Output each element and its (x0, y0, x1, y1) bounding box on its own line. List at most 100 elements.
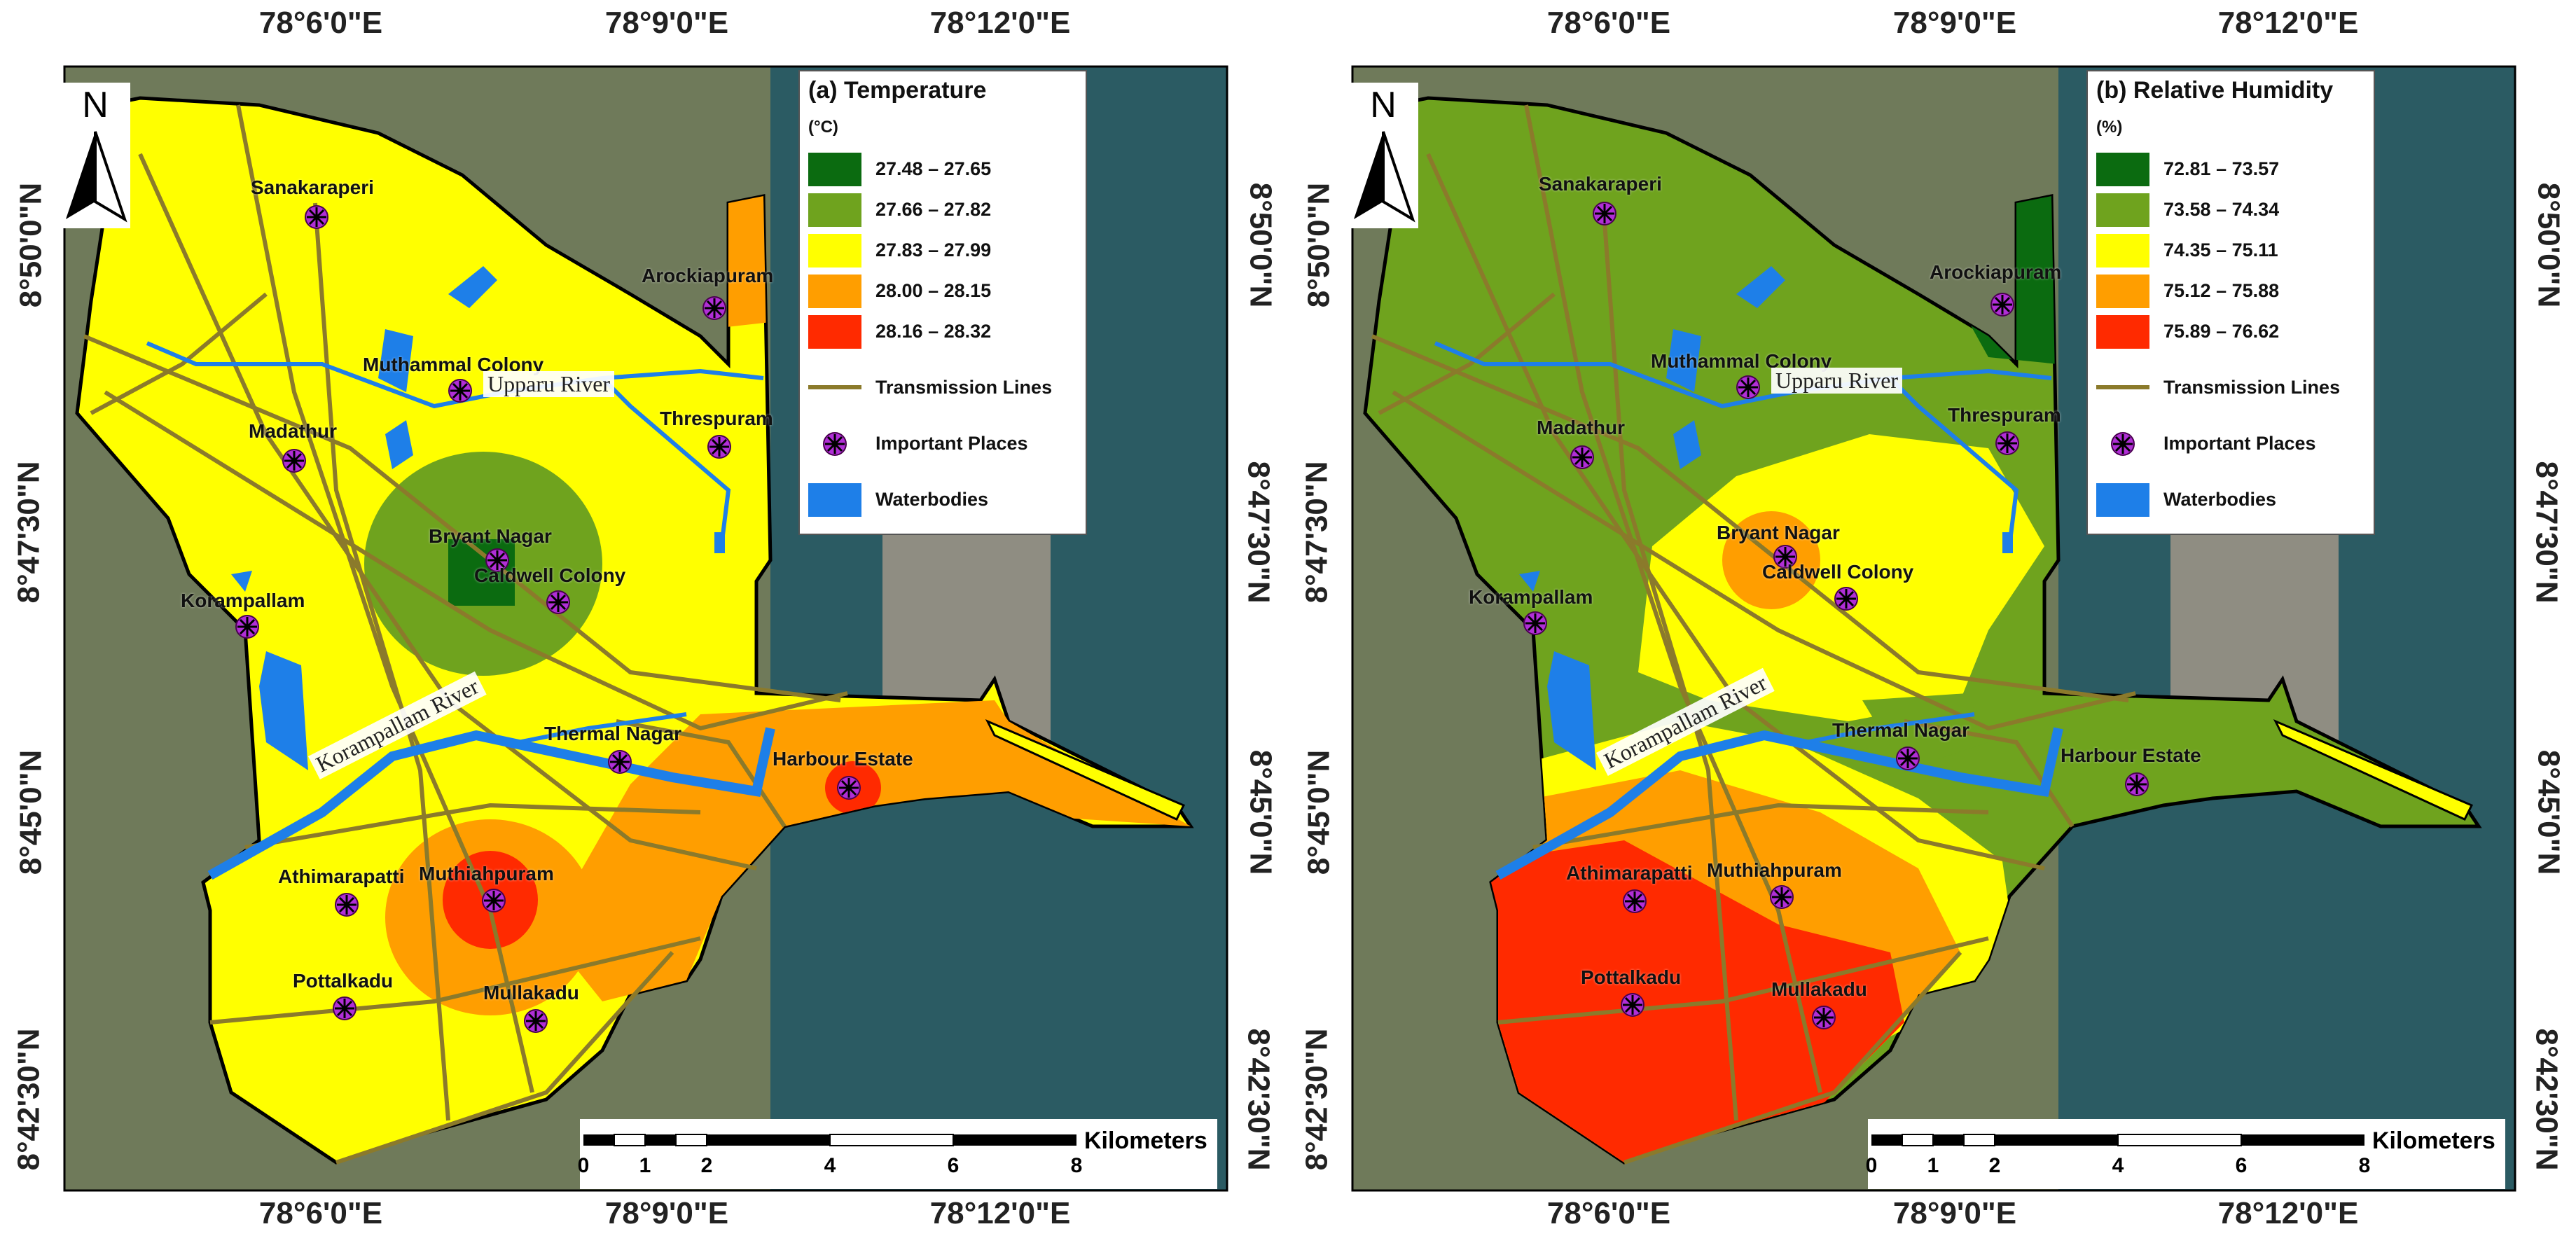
label-mullakadu: Mullakadu (483, 982, 579, 1004)
scale-unit: Kilometers (1084, 1127, 1207, 1154)
tick-right-3: 8°45'0"N (1243, 749, 1278, 875)
tick-bottom-2: 78°9'0"E (1892, 1196, 2017, 1230)
legend-class-label: 75.89 – 76.62 (2163, 321, 2280, 342)
legend: (b) Relative Humidity (%) 72.81 – 73.57 … (2086, 70, 2375, 535)
harbour-breakwater (2273, 719, 2474, 821)
label-harbour: Harbour Estate (773, 748, 913, 770)
legend-class-label: 28.16 – 28.32 (875, 321, 992, 342)
scale-label-8: 8 (1070, 1154, 1083, 1177)
legend-places-label: Important Places (875, 433, 1028, 454)
legend-class-label: 73.58 – 74.34 (2163, 199, 2280, 220)
label-athimarapatti: Athimarapatti (1566, 862, 1693, 884)
tick-left-1: 8°50'0"N (1301, 182, 1336, 308)
legend-class-label: 28.00 – 28.15 (875, 280, 992, 301)
label-bryant: Bryant Nagar (1717, 522, 1840, 543)
legend-title: (a) Temperature (808, 77, 987, 104)
label-mullakadu: Mullakadu (1771, 978, 1867, 1000)
tick-right-4: 8°42'30"N (1241, 1028, 1276, 1171)
label-upparu-river: Upparu River (1771, 368, 1903, 394)
legend-title: (b) Relative Humidity (2096, 77, 2334, 104)
legend-class-4: 75.12 – 75.88 (2096, 272, 2374, 311)
legend-transmission: Transmission Lines (2096, 368, 2374, 408)
scale-label-6: 6 (2235, 1154, 2248, 1177)
label-pottalkadu: Pottalkadu (1581, 966, 1682, 988)
zone-red-south (1484, 840, 1904, 1162)
legend-class-2: 73.58 – 74.34 (2096, 190, 2374, 230)
tick-left-4: 8°42'30"N (1299, 1028, 1334, 1171)
label-threspuram: Threspuram (1948, 404, 2061, 426)
humidity-map (1351, 65, 2516, 1192)
label-korampallam: Korampallam (181, 590, 305, 611)
tick-bottom-1: 78°6'0"E (1546, 1196, 1671, 1230)
scale-label-1: 1 (639, 1154, 651, 1177)
legend-class-1: 27.48 – 27.65 (808, 150, 1086, 189)
tick-bottom-3: 78°12'0"E (929, 1196, 1071, 1230)
tick-right-2: 8°47'30"N (2529, 461, 2564, 604)
legend-class-2: 27.66 – 27.82 (808, 190, 1086, 230)
tick-top-2: 78°9'0"E (604, 6, 729, 40)
scale-label-4: 4 (2112, 1154, 2124, 1177)
tick-right-4: 8°42'30"N (2529, 1028, 2564, 1171)
legend-places: Important Places (808, 424, 1086, 464)
waterbodies (1519, 266, 2013, 770)
legend-places: Important Places (2096, 424, 2374, 464)
scale-label-2: 2 (700, 1154, 713, 1177)
legend-class-label: 27.83 – 27.99 (875, 239, 992, 261)
label-korampallam: Korampallam (1469, 586, 1593, 608)
tick-bottom-2: 78°9'0"E (604, 1196, 729, 1230)
map-frame (1351, 65, 2516, 1192)
place-marker-icon (823, 432, 847, 456)
zone-orange-southeast (546, 700, 1191, 1001)
label-threspuram: Threspuram (660, 408, 773, 429)
tick-left-3: 8°45'0"N (13, 749, 48, 875)
tick-bottom-1: 78°6'0"E (258, 1196, 383, 1230)
legend-class-label: 27.48 – 27.65 (875, 158, 992, 179)
scale-label-2: 2 (1988, 1154, 2001, 1177)
harbour-breakwater (985, 719, 1186, 821)
north-arrow: N (60, 83, 130, 228)
tick-left-2: 8°47'30"N (1299, 461, 1334, 604)
place-marker-icon (2111, 432, 2135, 456)
tick-top-1: 78°6'0"E (258, 6, 383, 40)
legend-water: Waterbodies (2096, 480, 2374, 520)
tick-top-3: 78°12'0"E (2217, 6, 2359, 40)
map-frame (63, 65, 1228, 1192)
label-madathur: Madathur (1537, 417, 1625, 438)
tick-left-1: 8°50'0"N (13, 182, 48, 308)
scale-bar-graphic (1871, 1134, 2364, 1146)
scale-bar-graphic (583, 1134, 1076, 1146)
label-harbour: Harbour Estate (2061, 744, 2201, 766)
legend-class-5: 28.16 – 28.32 (808, 312, 1086, 352)
rivers (1434, 341, 2063, 880)
label-sanakaraperi: Sanakaraperi (251, 176, 374, 198)
tick-left-2: 8°47'30"N (11, 461, 46, 604)
tick-top-3: 78°12'0"E (929, 6, 1071, 40)
legend-class-label: 27.66 – 27.82 (875, 199, 992, 220)
label-arockiapuram: Arockiapuram (642, 265, 774, 286)
label-madathur: Madathur (249, 420, 337, 442)
label-arockiapuram: Arockiapuram (1930, 261, 2062, 283)
scale-bar: Kilometers 0 1 2 4 6 8 (1866, 1119, 2505, 1189)
panel-humidity: N 78°6'0"E 78°9'0"E 78°12'0"E 78°6'0"E 7… (1288, 0, 2576, 1250)
scale-label-0: 0 (577, 1154, 590, 1177)
legend-class-label: 74.35 – 75.11 (2163, 239, 2278, 261)
legend-water-label: Waterbodies (2163, 489, 2277, 510)
scale-bar: Kilometers 0 1 2 4 6 8 (577, 1119, 1217, 1189)
scale-label-1: 1 (1927, 1154, 1939, 1177)
legend-transmission-label: Transmission Lines (875, 377, 1053, 398)
tick-right-2: 8°47'30"N (1241, 461, 1276, 604)
scale-label-6: 6 (947, 1154, 960, 1177)
scale-label-8: 8 (2358, 1154, 2371, 1177)
north-arrow-icon (1354, 131, 1415, 223)
legend-unit: (°C) (808, 118, 838, 137)
label-muthiahpuram: Muthiahpuram (419, 863, 554, 884)
label-pottalkadu: Pottalkadu (293, 970, 394, 992)
legend: (a) Temperature (°C) 27.48 – 27.65 27.66… (798, 70, 1087, 535)
tick-top-2: 78°9'0"E (1892, 6, 2017, 40)
panel-temperature: N 78°6'0"E 78°9'0"E 78°12'0"E 78°6'0"E 7… (11, 6, 1278, 1230)
label-muthiahpuram: Muthiahpuram (1707, 859, 1842, 881)
legend-class-label: 75.12 – 75.88 (2163, 280, 2280, 301)
waterbodies (231, 266, 725, 770)
label-caldwell: Caldwell Colony (474, 564, 626, 586)
tick-right-3: 8°45'0"N (2531, 749, 2566, 875)
